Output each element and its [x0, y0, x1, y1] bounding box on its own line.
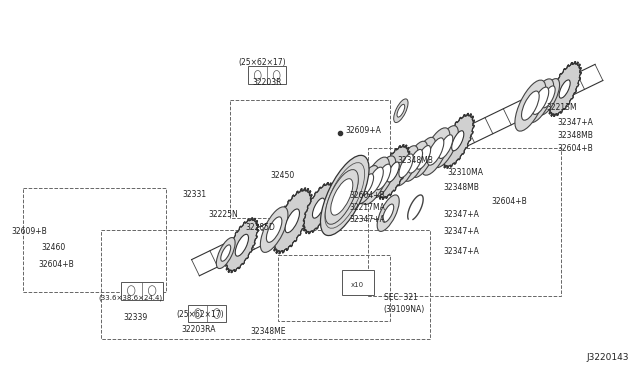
Ellipse shape — [399, 154, 413, 177]
Ellipse shape — [438, 135, 453, 158]
Text: 32604+B: 32604+B — [38, 260, 74, 269]
Polygon shape — [548, 62, 581, 116]
Ellipse shape — [332, 174, 358, 217]
Ellipse shape — [331, 179, 353, 215]
Text: 32604+B: 32604+B — [350, 192, 386, 201]
Ellipse shape — [532, 87, 548, 115]
Text: (39109NA): (39109NA) — [384, 305, 425, 314]
Ellipse shape — [236, 234, 248, 256]
Text: (33.6×38.6×24.4): (33.6×38.6×24.4) — [99, 294, 163, 301]
Ellipse shape — [266, 217, 282, 243]
Ellipse shape — [376, 164, 391, 190]
Text: 32285D: 32285D — [245, 223, 275, 232]
Ellipse shape — [371, 156, 396, 198]
Ellipse shape — [428, 138, 444, 165]
Bar — [189, 305, 227, 323]
Text: 32348MB: 32348MB — [397, 155, 433, 164]
Ellipse shape — [394, 99, 408, 123]
Polygon shape — [225, 218, 259, 273]
Ellipse shape — [285, 209, 300, 232]
Ellipse shape — [397, 105, 404, 117]
Text: 32217MA: 32217MA — [350, 203, 386, 212]
Text: 32348MB: 32348MB — [557, 131, 593, 140]
Ellipse shape — [408, 150, 422, 173]
Text: 32604+B: 32604+B — [557, 144, 593, 153]
Ellipse shape — [260, 207, 288, 253]
Polygon shape — [377, 145, 410, 199]
Ellipse shape — [325, 170, 358, 224]
Bar — [121, 282, 163, 299]
Ellipse shape — [416, 145, 431, 169]
Bar — [248, 67, 286, 84]
Text: 32609+B: 32609+B — [11, 227, 47, 236]
Text: 32203R: 32203R — [252, 78, 282, 87]
Text: 32347+A: 32347+A — [557, 118, 593, 127]
Ellipse shape — [433, 126, 458, 168]
Ellipse shape — [330, 192, 340, 209]
Text: 32347+A: 32347+A — [350, 215, 386, 224]
Text: 32203RA: 32203RA — [181, 325, 216, 334]
Ellipse shape — [538, 78, 559, 115]
Text: 32450: 32450 — [270, 170, 294, 180]
Ellipse shape — [412, 137, 436, 177]
Text: 32347+A: 32347+A — [444, 211, 479, 219]
Ellipse shape — [394, 146, 418, 186]
Text: x10: x10 — [351, 282, 364, 288]
Text: 32604+B: 32604+B — [492, 198, 527, 206]
Ellipse shape — [403, 141, 428, 181]
Ellipse shape — [387, 162, 399, 182]
Text: SEC. 321: SEC. 321 — [384, 293, 418, 302]
Polygon shape — [303, 183, 334, 234]
Ellipse shape — [383, 204, 394, 222]
Text: 32213M: 32213M — [546, 103, 577, 112]
Ellipse shape — [367, 167, 383, 195]
Polygon shape — [273, 188, 312, 254]
Bar — [342, 270, 374, 295]
Text: 32609+A: 32609+A — [346, 126, 382, 135]
Text: 32331: 32331 — [182, 190, 207, 199]
Text: 32460: 32460 — [41, 243, 65, 252]
Text: 32225N: 32225N — [209, 211, 238, 219]
Ellipse shape — [527, 79, 554, 123]
Ellipse shape — [515, 80, 546, 131]
Polygon shape — [441, 113, 474, 168]
Ellipse shape — [522, 91, 539, 120]
Text: (25×62×17): (25×62×17) — [177, 310, 224, 319]
Ellipse shape — [361, 157, 389, 205]
Ellipse shape — [312, 198, 324, 218]
Ellipse shape — [216, 238, 235, 269]
Ellipse shape — [360, 174, 374, 196]
Text: 32348MB: 32348MB — [444, 183, 479, 192]
Text: 32310MA: 32310MA — [447, 167, 484, 177]
Text: (25×62×17): (25×62×17) — [239, 58, 286, 67]
Ellipse shape — [333, 175, 357, 215]
Text: 32347+A: 32347+A — [444, 247, 479, 256]
Ellipse shape — [542, 86, 555, 108]
Ellipse shape — [421, 128, 450, 175]
Text: 32339: 32339 — [124, 313, 148, 322]
Ellipse shape — [221, 245, 230, 261]
Ellipse shape — [355, 166, 378, 204]
Ellipse shape — [377, 195, 399, 231]
Ellipse shape — [452, 131, 464, 151]
Ellipse shape — [559, 80, 570, 98]
Text: J3220143: J3220143 — [586, 353, 629, 362]
Ellipse shape — [321, 155, 369, 235]
Text: 32348ME: 32348ME — [250, 327, 286, 336]
Text: 32347+A: 32347+A — [444, 227, 479, 236]
Ellipse shape — [326, 186, 344, 215]
